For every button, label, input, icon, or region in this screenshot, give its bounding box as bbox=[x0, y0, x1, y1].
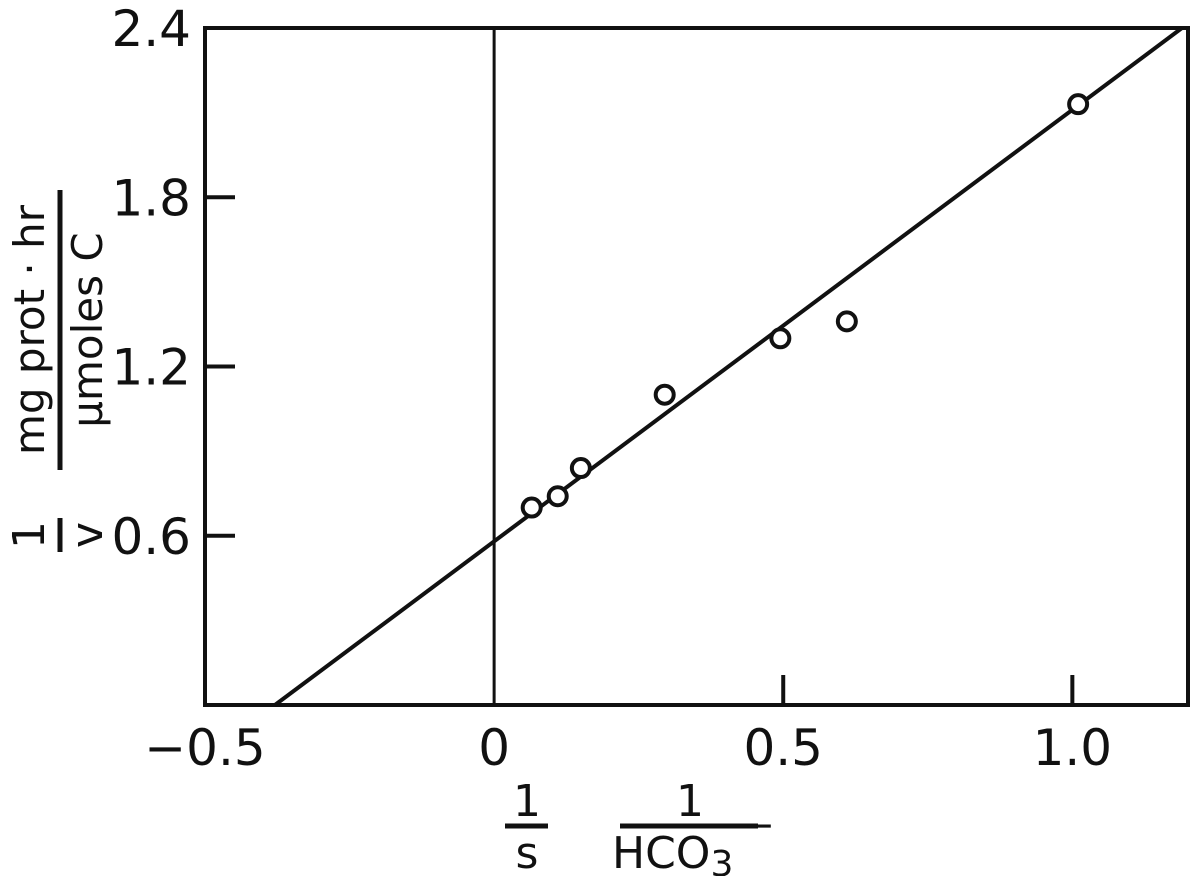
x-axis-label: 1 s 1 HCO3 − bbox=[505, 776, 775, 876]
y-axis-label: 1 v mg prot · hr μmoles C bbox=[4, 190, 113, 552]
x-label-right-numerator: 1 bbox=[676, 776, 704, 827]
data-point bbox=[520, 496, 543, 519]
y-tick-label: 1.2 bbox=[111, 339, 191, 397]
data-point bbox=[569, 457, 592, 480]
fit-line bbox=[273, 26, 1184, 707]
x-tick-label: 1.0 bbox=[1033, 719, 1113, 777]
x-label-hco-text: HCO bbox=[612, 828, 710, 876]
x-label-left-denominator: s bbox=[516, 828, 539, 876]
axis-ticks: −0.5 0 0.5 1.0 0.6 1.2 1.8 2.4 bbox=[111, 0, 1112, 777]
data-points bbox=[520, 93, 1090, 519]
x-label-right-denominator: HCO3 bbox=[612, 828, 733, 876]
data-point bbox=[769, 327, 792, 350]
data-point bbox=[835, 310, 858, 333]
y-label-right-numerator: mg prot · hr bbox=[5, 204, 54, 455]
data-point bbox=[1067, 93, 1090, 116]
plot-border bbox=[203, 26, 1190, 707]
y-tick-label: 2.4 bbox=[111, 0, 191, 58]
x-tick-label: 0 bbox=[478, 719, 510, 777]
x-label-subscript: 3 bbox=[710, 844, 733, 876]
data-point bbox=[546, 485, 569, 508]
y-tick-label: 1.8 bbox=[111, 169, 191, 227]
y-label-left-numerator: 1 bbox=[4, 521, 55, 549]
x-label-superscript: − bbox=[743, 803, 775, 847]
y-label-left-denominator: v bbox=[62, 522, 113, 548]
x-tick-label: 0.5 bbox=[743, 719, 823, 777]
x-tick-label: −0.5 bbox=[144, 719, 265, 777]
y-label-right-denominator: μmoles C bbox=[63, 232, 112, 427]
x-label-left-numerator: 1 bbox=[513, 776, 541, 827]
plot-frame bbox=[203, 26, 1190, 707]
data-point bbox=[653, 383, 676, 406]
y-tick-label: 0.6 bbox=[111, 508, 191, 566]
fit-line-group bbox=[273, 26, 1184, 707]
